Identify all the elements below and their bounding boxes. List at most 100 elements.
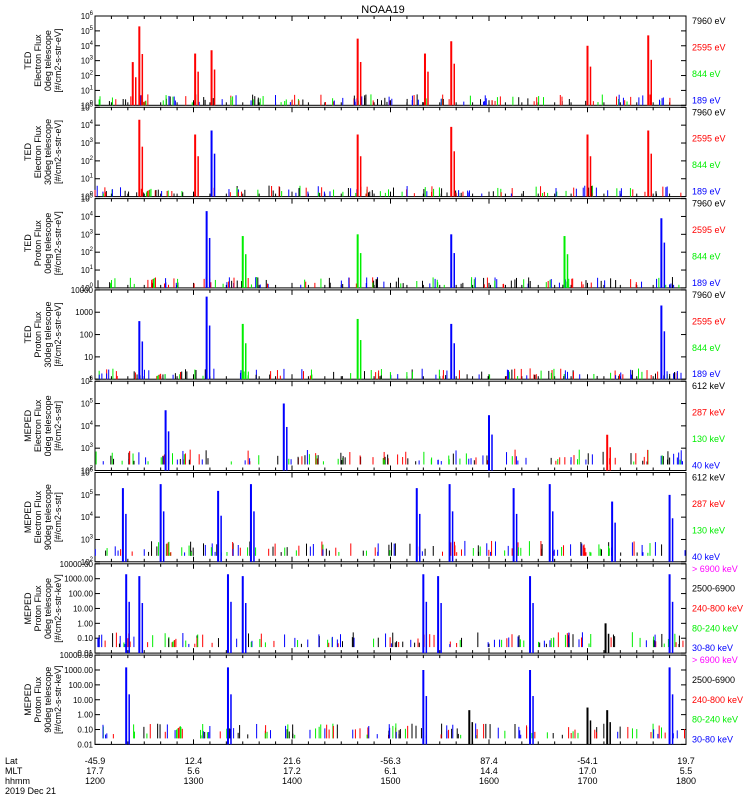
date-label: 2019 Dec 21 [5, 786, 56, 796]
y-axis-label-line: [#/cm2-s-str-eV] [53, 211, 63, 275]
x-tick-label: -54.1 [577, 756, 598, 766]
x-tick-label: 6.1 [384, 766, 397, 776]
y-tick-label: 10000.00 [60, 560, 94, 569]
x-tick-label: 87.4 [480, 756, 498, 766]
y-axis-label-line: TED [23, 51, 33, 70]
y-axis-label-line: [#/cm2-s-str] [53, 401, 63, 451]
y-tick-label: 104 [81, 512, 94, 522]
y-tick-label: 104 [81, 41, 94, 51]
x-tick-label: 5.6 [187, 766, 200, 776]
panel-frame [94, 654, 687, 745]
y-tick-label: 105 [81, 26, 94, 36]
legend-entry: 844 eV [692, 251, 721, 261]
panel-frame [94, 472, 687, 563]
legend-entry: 844 eV [692, 343, 721, 353]
y-axis-label-line: Electron Flux [33, 34, 43, 87]
panel-1: 100 101 102 103 104 105 106 TED Electron Flux 0de… [23, 11, 726, 110]
panel-frame [94, 380, 687, 472]
y-axis-label-line: 0deg telescope [43, 213, 53, 274]
y-tick-label: 10000 [71, 286, 94, 295]
legend-entry: 2500-6900 [692, 675, 735, 685]
y-tick-label: 106 [81, 468, 94, 478]
x-tick-label: 1600 [479, 776, 499, 786]
legend-entry: 240-800 keV [692, 603, 743, 613]
legend-entry: 80-240 keV [692, 715, 738, 725]
legend-entry: 844 eV [692, 69, 721, 79]
y-axis-label-line: Proton Flux [33, 676, 43, 723]
legend-entry: 612 keV [692, 381, 725, 391]
x-tick-label: 17.7 [86, 766, 104, 776]
legend-entry: > 6900 keV [692, 655, 738, 665]
legend-entry: 287 keV [692, 408, 725, 418]
panel-2: 100 101 102 103 104 105 TED Electron Flux 30deg … [23, 102, 726, 201]
y-axis-label-line: 90deg telescope [43, 667, 53, 733]
y-axis-label-line: Proton Flux [33, 311, 43, 358]
y-axis-label-line: [#/cm2-s-str-eV] [53, 120, 63, 184]
x-tick-label: 1200 [85, 776, 105, 786]
y-axis-label-line: Proton Flux [33, 585, 43, 632]
legend-entry: 189 eV [692, 95, 721, 105]
y-tick-label: 1000 [75, 308, 93, 317]
y-tick-label: 10.00 [73, 696, 94, 705]
x-tick-label: 5.5 [680, 766, 693, 776]
y-axis-label-line: 30deg telescope [43, 302, 53, 368]
legend-entry: 612 keV [692, 473, 725, 483]
y-axis-label-line: TED [23, 142, 33, 161]
y-tick-label: 0.10 [77, 634, 93, 643]
panel-frame [94, 106, 687, 198]
y-axis-label-line: Electron Flux [33, 490, 43, 543]
legend-entry: 2595 eV [692, 225, 726, 235]
y-tick-label: 106 [81, 11, 94, 21]
y-axis-label-line: 0deg telescope [43, 30, 53, 91]
y-axis-label-line: [#/cm2-s-str] [53, 492, 63, 542]
legend-entry: 844 eV [692, 160, 721, 170]
y-axis-label-line: Proton Flux [33, 220, 43, 267]
legend-entry: 189 eV [692, 369, 721, 379]
y-axis-label-line: MEPED [23, 592, 33, 625]
y-tick-label: 0.01 [77, 649, 93, 658]
y-axis-label-line: TED [23, 325, 33, 344]
y-tick-label: 105 [81, 102, 94, 112]
y-axis-label-line: 90deg telescope [43, 484, 53, 550]
panel-frame [94, 15, 687, 106]
panel-7: 0.01 0.10 1.00 10.00 100.00 1000.00 10000.00 ME… [23, 560, 743, 658]
legend-entry: 130 keV [692, 434, 725, 444]
legend-entry: 7960 eV [692, 16, 726, 26]
y-axis-label-line: Electron Flux [33, 125, 43, 178]
panel-5: 102 103 104 105 106 MEPED Electron Flux 0deg te… [23, 376, 725, 475]
legend-entry: 2595 eV [692, 134, 726, 144]
panel-3: 100 101 102 103 104 105 TED Proton Flux 0deg tel… [23, 194, 726, 293]
y-axis-label-line: [#/cm2-s-str-keV] [53, 574, 63, 643]
y-axis-label-line: [#/cm2-s-str-eV] [53, 29, 63, 93]
y-tick-label: 104 [81, 211, 94, 221]
y-tick-label: 105 [81, 399, 94, 409]
y-tick-label: 10 [84, 353, 93, 362]
y-tick-label: 100 [80, 331, 94, 340]
legend-entry: 189 eV [692, 278, 721, 288]
y-axis-label-line: MEPED [23, 501, 33, 534]
legend-entry: > 6900 keV [692, 564, 738, 574]
y-tick-label: 1000.00 [64, 575, 93, 584]
legend-entry: 130 keV [692, 525, 725, 535]
y-tick-label: 1 [89, 375, 94, 384]
legend-entry: 2500-6900 [692, 584, 735, 594]
x-row-label: MLT [5, 766, 23, 776]
y-axis-label-line: Electron Flux [33, 399, 43, 452]
y-tick-label: 103 [81, 138, 94, 148]
y-tick-label: 10.00 [73, 604, 94, 613]
legend-entry: 7960 eV [692, 199, 726, 209]
y-tick-label: 1.00 [77, 619, 93, 628]
x-tick-label: 17.0 [579, 766, 597, 776]
y-tick-label: 100.00 [69, 590, 94, 599]
y-tick-label: 102 [81, 156, 94, 166]
legend-entry: 40 keV [692, 552, 720, 562]
legend-entry: 240-800 keV [692, 695, 743, 705]
x-tick-label: 1700 [577, 776, 597, 786]
chart-title: NOAA19 [361, 4, 404, 16]
panel-frame [94, 198, 687, 289]
y-tick-label: 104 [81, 421, 94, 431]
y-axis-label-line: 30deg telescope [43, 119, 53, 185]
y-tick-label: 100 [81, 192, 94, 202]
y-tick-label: 103 [81, 56, 94, 66]
